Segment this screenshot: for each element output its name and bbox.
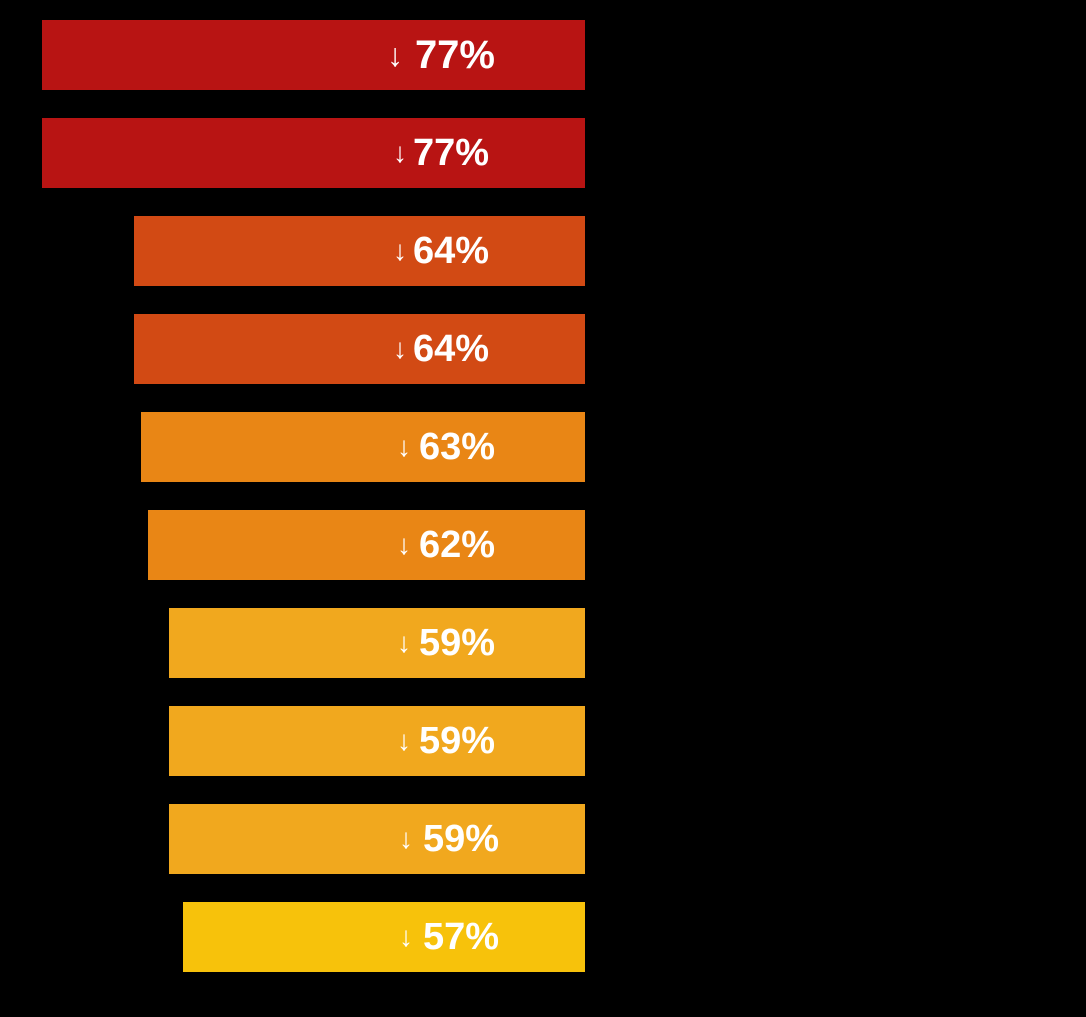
bar-label: ↓ 59% <box>397 720 495 763</box>
down-arrow-icon: ↓ <box>399 923 413 951</box>
bar-row: ↓ 59% <box>169 706 585 776</box>
bar-label: ↓ 63% <box>397 426 495 469</box>
down-arrow-icon: ↓ <box>397 629 411 657</box>
bar-value: 64% <box>413 328 489 371</box>
bar-row: ↓ 57% <box>183 902 585 972</box>
bar-value: 63% <box>419 426 495 469</box>
decline-bar-chart: ↓77%↓77%↓64%↓64%↓63%↓62%↓59%↓59%↓59%↓57% <box>0 0 1086 1017</box>
down-arrow-icon: ↓ <box>397 727 411 755</box>
bar-label: ↓64% <box>393 230 489 273</box>
bar-label: ↓64% <box>393 328 489 371</box>
down-arrow-icon: ↓ <box>397 433 411 461</box>
bar-row: ↓ 63% <box>141 412 585 482</box>
bar-value: 64% <box>413 230 489 273</box>
bar-value: 62% <box>419 524 495 567</box>
bar-label: ↓ 77% <box>387 33 495 78</box>
bar-row: ↓64% <box>134 216 585 286</box>
bar-label: ↓ 57% <box>399 916 499 959</box>
bar-value: 77% <box>415 33 495 78</box>
bar-value: 59% <box>423 818 499 861</box>
bar-label: ↓ 59% <box>399 818 499 861</box>
bar-value: 59% <box>419 622 495 665</box>
bar-row: ↓ 77% <box>42 20 585 90</box>
bar-row: ↓64% <box>134 314 585 384</box>
bar-row: ↓ 59% <box>169 608 585 678</box>
bar-row: ↓ 62% <box>148 510 585 580</box>
bar-label: ↓ 59% <box>397 622 495 665</box>
down-arrow-icon: ↓ <box>393 139 407 167</box>
down-arrow-icon: ↓ <box>397 531 411 559</box>
bar-value: 77% <box>413 132 489 175</box>
down-arrow-icon: ↓ <box>399 825 413 853</box>
bar-row: ↓77% <box>42 118 585 188</box>
bar-label: ↓77% <box>393 132 489 175</box>
bar-value: 57% <box>423 916 499 959</box>
down-arrow-icon: ↓ <box>393 335 407 363</box>
bar-value: 59% <box>419 720 495 763</box>
bar-label: ↓ 62% <box>397 524 495 567</box>
bar-row: ↓ 59% <box>169 804 585 874</box>
down-arrow-icon: ↓ <box>387 39 403 71</box>
down-arrow-icon: ↓ <box>393 237 407 265</box>
